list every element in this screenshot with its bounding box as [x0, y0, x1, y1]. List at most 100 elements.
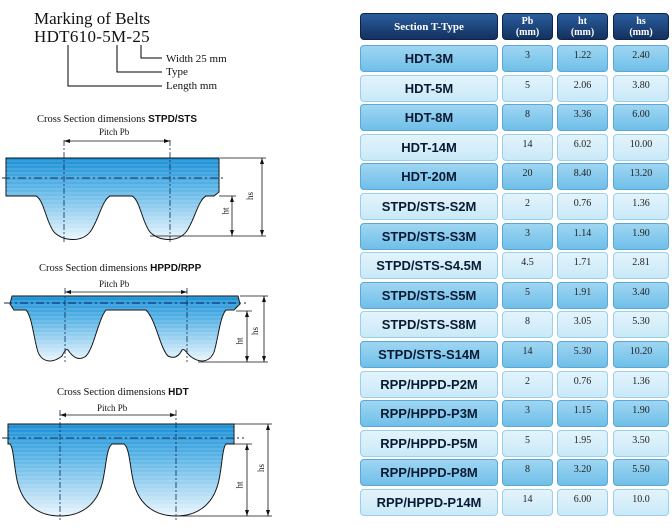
- ht-cell-text: 0.76: [573, 375, 592, 387]
- ht-cell: 8.40: [557, 163, 608, 191]
- pb-cell-text: 8: [525, 109, 530, 121]
- pb-cell: 14: [502, 489, 553, 516]
- hs-cell: 3.50: [613, 429, 669, 457]
- hs-cell-text: 1.90: [632, 227, 650, 239]
- type-cell: STPD/STS-S4.5M: [360, 252, 498, 280]
- ht-cell: 3.05: [557, 311, 608, 339]
- type-cell: RPP/HPPD-P14M: [360, 489, 498, 516]
- type-cell: STPD/STS-S14M: [360, 341, 498, 368]
- hs-cell-text: 5.30: [632, 316, 650, 328]
- type-cell-text: STPD/STS-S8M: [381, 317, 477, 333]
- ht-cell: 1.95: [557, 429, 608, 457]
- pb-cell: 3: [502, 222, 553, 250]
- table-row: STPD/STS-S8M 8 3.05 5.30: [360, 311, 669, 339]
- table-row: RPP/HPPD-P14M 14 6.00 10.0: [360, 489, 669, 516]
- table-row: RPP/HPPD-P2M 2 0.76 1.36: [360, 370, 669, 398]
- ht-cell-text: 1.15: [573, 405, 592, 417]
- pb-cell-text: 5: [525, 286, 530, 298]
- pb-cell: 4.5: [502, 252, 553, 280]
- type-cell: RPP/HPPD-P3M: [360, 400, 498, 428]
- ht-cell-text: 5.30: [573, 346, 592, 357]
- type-cell: STPD/STS-S5M: [360, 281, 498, 309]
- type-cell-text: STPD/STS-S5M: [381, 287, 477, 303]
- hs-cell-text: 2.40: [632, 50, 650, 61]
- hs-cell: 1.90: [613, 400, 669, 428]
- ht-cell-text: 1.71: [573, 257, 592, 269]
- ht-cell: 1.15: [557, 400, 608, 428]
- type-cell-text: HDT-3M: [404, 51, 454, 66]
- marking-title: Marking of Belts: [34, 9, 151, 28]
- pb-cell-text: 5: [525, 434, 530, 446]
- type-cell-text: HDT-5M: [404, 80, 454, 96]
- type-cell: STPD/STS-S8M: [360, 311, 498, 339]
- type-cell: RPP/HPPD-P5M: [360, 429, 498, 457]
- pb-cell: 3: [502, 400, 553, 428]
- table-row: HDT-8M 8 3.36 6.00: [360, 104, 669, 132]
- hs-cell: 10.00: [613, 133, 669, 161]
- hs-cell: 13.20: [613, 163, 669, 191]
- type-cell: HDT-20M: [360, 163, 498, 191]
- type-cell: HDT-8M: [360, 104, 498, 132]
- pb-cell: 5: [502, 281, 553, 309]
- pb-cell-text: 3: [525, 405, 530, 417]
- hs-cell-text: 10.20: [629, 346, 653, 357]
- pb-cell-text: 8: [525, 464, 530, 476]
- pb-cell-text: 14: [522, 346, 533, 357]
- hs-cell-text: 3.80: [632, 79, 650, 91]
- hs-cell-text: 10.00: [629, 138, 653, 150]
- header-hs: hs (mm): [613, 13, 669, 40]
- hs-cell-text: 5.50: [632, 464, 650, 476]
- pb-cell: 5: [502, 74, 553, 102]
- width-label: Width 25 mm: [166, 53, 227, 65]
- hs-cell-text: 3.40: [632, 286, 650, 298]
- ht-cell: 5.30: [557, 341, 608, 368]
- type-cell: HDT-3M: [360, 45, 498, 72]
- hs-cell-text: 1.90: [632, 405, 650, 417]
- hs-cell: 6.00: [613, 104, 669, 132]
- type-cell-text: HDT-8M: [404, 110, 454, 126]
- type-cell-text: STPD/STS-S2M: [381, 199, 477, 214]
- ht-cell: 3.36: [557, 104, 608, 132]
- hs-cell-text: 10.0: [632, 494, 650, 505]
- hs-cell: 3.80: [613, 74, 669, 102]
- header-pb: Pb (mm): [502, 13, 553, 40]
- hs-cell: 10.0: [613, 489, 669, 516]
- hs-cell: 10.20: [613, 341, 669, 368]
- hs-cell-text: 6.00: [632, 109, 650, 121]
- type-cell: STPD/STS-S2M: [360, 193, 498, 220]
- table-row: STPD/STS-S4.5M 4.5 1.71 2.81: [360, 252, 669, 280]
- header-type: Section T-Type: [360, 13, 498, 40]
- table-row: STPD/STS-S3M 3 1.14 1.90: [360, 222, 669, 250]
- pitch-label-hdt: Pitch Pb: [97, 403, 128, 413]
- ht-cell: 3.20: [557, 459, 608, 487]
- pb-cell: 2: [502, 370, 553, 398]
- ht-cell: 1.14: [557, 222, 608, 250]
- pb-cell-text: 3: [525, 50, 530, 61]
- hs-cell: 2.81: [613, 252, 669, 280]
- table-row: HDT-5M 5 2.06 3.80: [360, 74, 669, 102]
- belt-profile-hdt: [2, 410, 272, 520]
- belt-profile-hppd: [4, 288, 268, 363]
- belt-profile-stpd: [2, 139, 266, 242]
- ht-cell: 0.76: [557, 370, 608, 398]
- hs-cell-text: 13.20: [629, 168, 653, 180]
- type-cell: HDT-14M: [360, 133, 498, 161]
- pitch-label-stpd: Pitch Pb: [99, 127, 130, 137]
- pb-cell: 5: [502, 429, 553, 457]
- type-label: Type: [166, 66, 188, 78]
- length-label: Length mm: [166, 80, 218, 92]
- type-cell-text: RPP/HPPD-P5M: [380, 435, 478, 451]
- table-row: RPP/HPPD-P5M 5 1.95 3.50: [360, 429, 669, 457]
- table-row: HDT-14M 14 6.02 10.00: [360, 133, 669, 161]
- hs-cell: 1.90: [613, 222, 669, 250]
- type-cell-text: STPD/STS-S14M: [378, 347, 480, 362]
- pitch-label-hppd: Pitch Pb: [99, 279, 130, 289]
- type-cell-text: STPD/STS-S4.5M: [376, 258, 482, 274]
- hs-cell-text: 2.81: [632, 257, 650, 269]
- ht-cell: 6.02: [557, 133, 608, 161]
- pb-cell-text: 14: [522, 494, 533, 505]
- ht-cell: 6.00: [557, 489, 608, 516]
- type-cell-text: HDT-14M: [401, 139, 457, 155]
- hs-cell-text: 3.50: [632, 434, 650, 446]
